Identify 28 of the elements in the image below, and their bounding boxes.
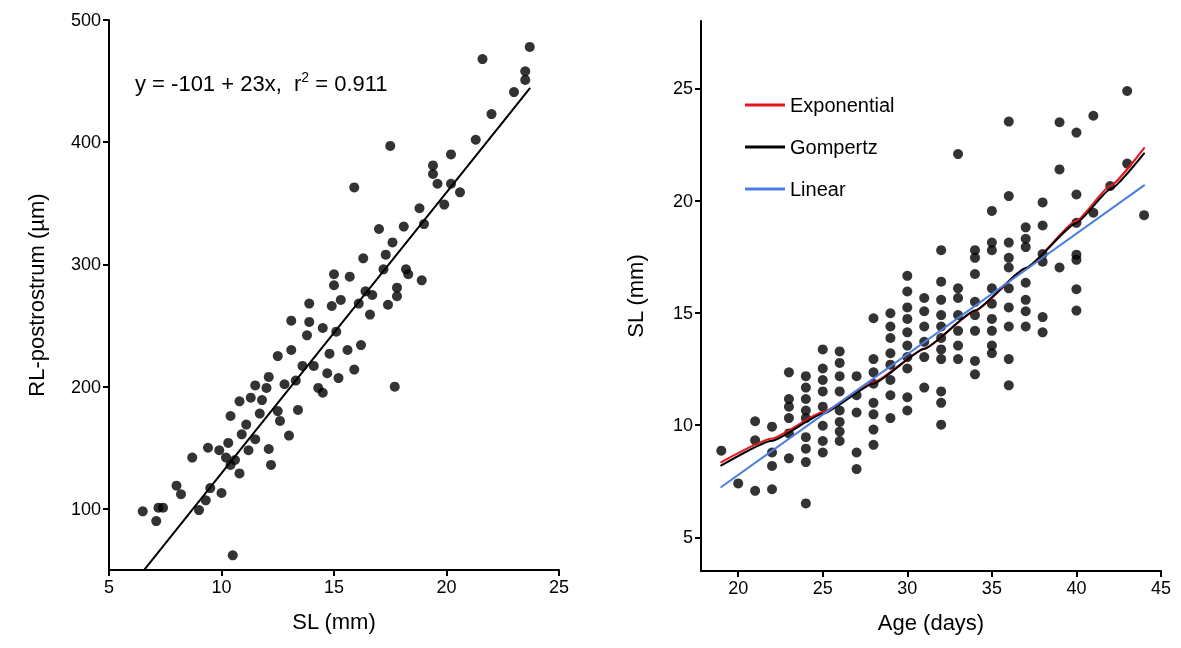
x-tick-label: 45 xyxy=(1150,578,1172,598)
y-tick-label: 400 xyxy=(70,132,101,153)
x-axis-title: SL (mm) xyxy=(292,608,376,634)
y-tick-label: 5 xyxy=(682,527,693,548)
y-tick-label: 20 xyxy=(672,190,693,211)
y-tick-label: 100 xyxy=(70,498,101,519)
x-tick-label: 15 xyxy=(323,577,345,597)
y-axis-title: RL-postrostrum (µm) xyxy=(23,193,49,397)
x-tick-label: 30 xyxy=(897,578,918,598)
x-tick-label: 20 xyxy=(436,577,457,597)
x-tick-label: 10 xyxy=(211,577,232,597)
x-tick-label: 40 xyxy=(1066,578,1087,598)
y-tick-label: 200 xyxy=(70,376,101,397)
legend-label: Exponential xyxy=(790,94,895,116)
legend-label: Gompertz xyxy=(790,136,878,158)
y-tick-label: 25 xyxy=(672,78,693,99)
y-axis-title: SL (mm) xyxy=(622,254,648,338)
y-tick-label: 15 xyxy=(672,302,693,323)
legend-label: Linear xyxy=(790,178,846,200)
x-tick-label: 20 xyxy=(728,578,749,598)
x-tick-label: 25 xyxy=(812,578,833,598)
x-tick-label: 5 xyxy=(103,577,115,597)
y-tick-label: 300 xyxy=(70,254,101,275)
y-tick-label: 500 xyxy=(70,10,101,30)
x-tick-label: 25 xyxy=(548,577,570,597)
y-tick-label: 10 xyxy=(672,415,693,436)
x-tick-label: 35 xyxy=(981,578,1002,598)
x-axis-title: Age (days) xyxy=(877,609,985,635)
